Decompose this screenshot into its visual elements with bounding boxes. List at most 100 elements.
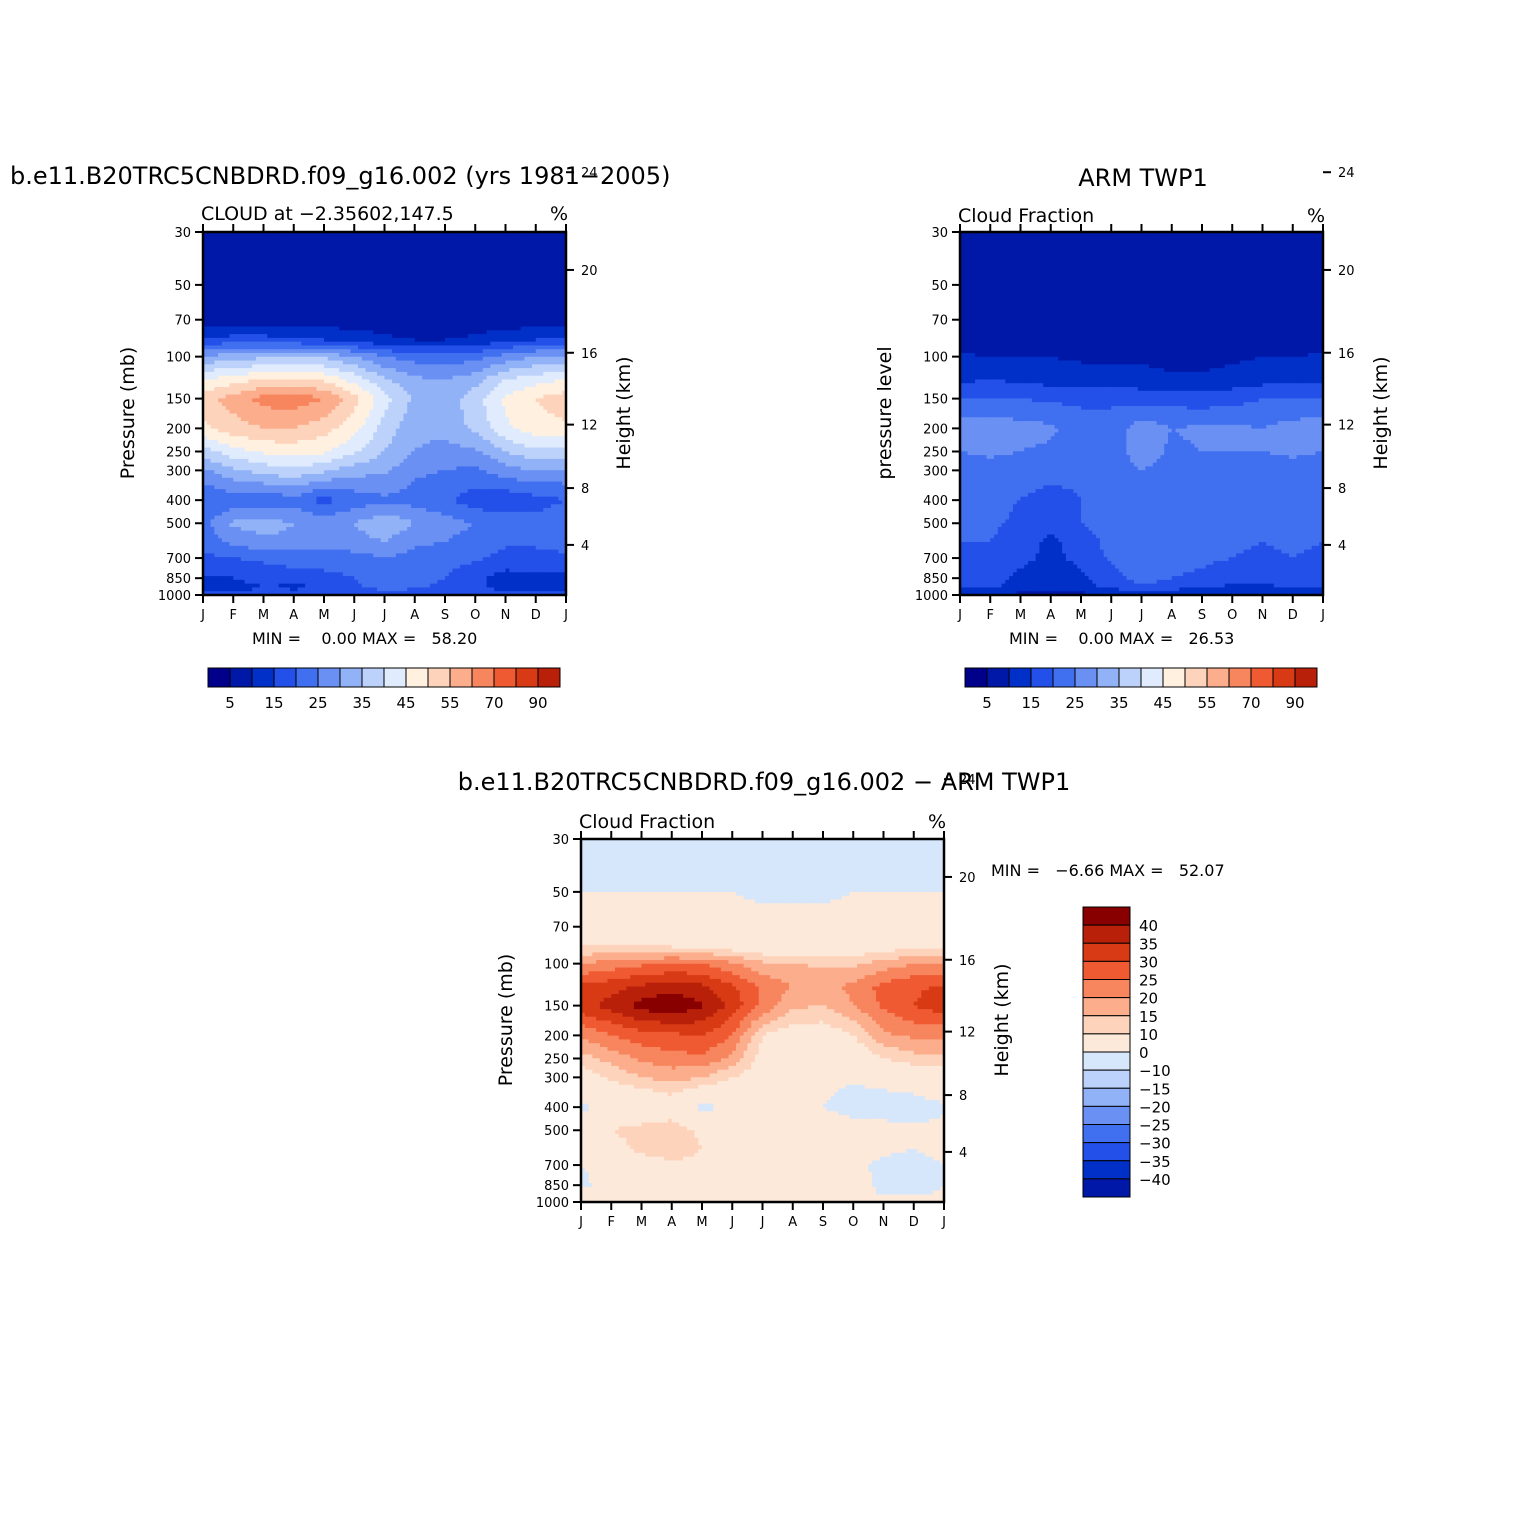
contour-cell [441, 410, 445, 414]
contour-cell [468, 383, 472, 387]
contour-cell [388, 379, 392, 383]
contour-cell [233, 353, 237, 357]
contour-cell [335, 240, 339, 244]
contour-cell [456, 414, 460, 418]
contour-cell [449, 383, 453, 387]
contour-cell [517, 398, 521, 402]
contour-cell [369, 243, 373, 247]
contour-cell [430, 247, 434, 251]
contour-cell [547, 410, 551, 414]
contour-cell [464, 236, 468, 240]
contour-cell [532, 398, 536, 402]
contour-cell [229, 361, 233, 365]
contour-cell [430, 398, 434, 402]
contour-cell [521, 266, 525, 270]
contour-cell [279, 240, 283, 244]
contour-cell [256, 289, 260, 293]
contour-cell [430, 258, 434, 262]
contour-cell [290, 357, 294, 361]
contour-cell [264, 236, 268, 240]
contour-cell [426, 379, 430, 383]
contour-cell [558, 338, 562, 342]
contour-cell [437, 345, 441, 349]
contour-cell [271, 406, 275, 410]
contour-cell [388, 398, 392, 402]
contour-cell [237, 258, 241, 262]
contour-cell [362, 262, 366, 266]
contour-cell [271, 293, 275, 297]
contour-cell [271, 262, 275, 266]
contour-cell [513, 247, 517, 251]
contour-cell [471, 236, 475, 240]
contour-cell [464, 342, 468, 346]
contour-cell [407, 300, 411, 304]
contour-cell [490, 425, 494, 429]
contour-cell [475, 255, 479, 259]
contour-cell [547, 255, 551, 259]
contour-cell [347, 274, 351, 278]
contour-cell [222, 402, 226, 406]
contour-cell [536, 251, 540, 255]
contour-cell [479, 304, 483, 308]
contour-cell [411, 421, 415, 425]
contour-cell [506, 247, 510, 251]
contour-cell [252, 376, 256, 380]
contour-cell [320, 274, 324, 278]
contour-cell [453, 277, 457, 281]
contour-cell [309, 361, 313, 365]
contour-cell [441, 285, 445, 289]
contour-cell [468, 300, 472, 304]
contour-cell [490, 357, 494, 361]
contour-cell [456, 262, 460, 266]
contour-cell [309, 395, 313, 399]
contour-cell [411, 311, 415, 315]
contour-cell [218, 266, 222, 270]
contour-cell [290, 293, 294, 297]
contour-cell [547, 376, 551, 380]
contour-cell [316, 361, 320, 365]
contour-cell [305, 262, 309, 266]
contour-cell [332, 243, 336, 247]
contour-cell [316, 406, 320, 410]
contour-cell [426, 319, 430, 323]
contour-cell [241, 236, 245, 240]
contour-cell [267, 387, 271, 391]
contour-cell [264, 345, 268, 349]
contour-cell [309, 293, 313, 297]
contour-cell [415, 247, 419, 251]
contour-cell [494, 255, 498, 259]
contour-cell [381, 353, 385, 357]
contour-cell [222, 410, 226, 414]
contour-cell [245, 308, 249, 312]
contour-cell [422, 236, 426, 240]
contour-cell [286, 296, 290, 300]
contour-cell [233, 311, 237, 315]
contour-cell [248, 247, 252, 251]
contour-cell [464, 353, 468, 357]
contour-cell [426, 270, 430, 274]
contour-cell [339, 300, 343, 304]
contour-cell [350, 330, 354, 334]
contour-cell [392, 274, 396, 278]
contour-cell [271, 258, 275, 262]
contour-cell [362, 236, 366, 240]
contour-cell [498, 414, 502, 418]
contour-cell [490, 417, 494, 421]
contour-cell [316, 379, 320, 383]
contour-cell [471, 251, 475, 255]
contour-cell [388, 315, 392, 319]
contour-cell [245, 338, 249, 342]
contour-cell [426, 421, 430, 425]
contour-cell [271, 247, 275, 251]
contour-cell [385, 379, 389, 383]
contour-cell [275, 266, 279, 270]
contour-cell [275, 353, 279, 357]
contour-cell [301, 357, 305, 361]
contour-cell [335, 296, 339, 300]
contour-cell [475, 414, 479, 418]
contour-cell [316, 285, 320, 289]
contour-cell [373, 243, 377, 247]
contour-cell [536, 289, 540, 293]
contour-cell [313, 266, 317, 270]
contour-cell [509, 300, 513, 304]
